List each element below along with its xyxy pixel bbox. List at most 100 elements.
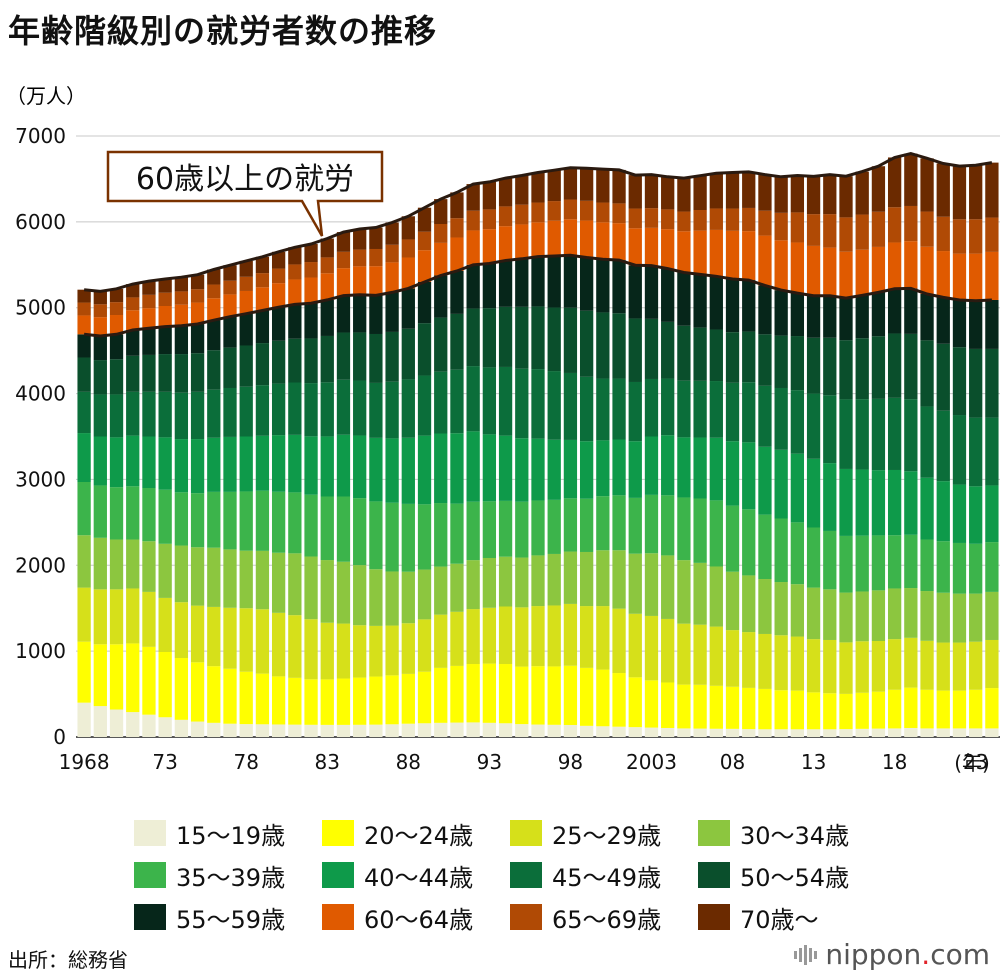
- x-tick-labels: 1968 73 78 83 88 93 98 2003 08 13 18 23: [59, 750, 989, 774]
- bar-segment: [498, 500, 513, 557]
- bar-segment: [158, 437, 172, 490]
- bar-segment: [563, 219, 578, 256]
- bar-segment: [952, 593, 967, 643]
- bar-segment: [531, 724, 545, 737]
- bar-segment: [952, 728, 967, 737]
- bar-segment: [255, 385, 270, 436]
- bar-segment: [158, 292, 172, 306]
- x-tick-label: 2003: [626, 750, 677, 774]
- bar-segment: [271, 340, 286, 384]
- y-tick-label: 0: [53, 725, 66, 749]
- bar-segment: [887, 157, 902, 208]
- legend-swatch: [322, 862, 354, 888]
- bar-segment: [806, 337, 821, 394]
- bar-segment: [190, 493, 205, 548]
- bar-segment: [920, 689, 934, 729]
- bar-segment: [320, 382, 334, 437]
- bar-segment: [774, 690, 788, 730]
- bar-segment: [790, 636, 805, 691]
- bar-segment: [126, 310, 140, 331]
- bar-segment: [887, 242, 902, 289]
- legend-swatch: [698, 820, 730, 846]
- bar-segment: [823, 589, 837, 640]
- bar-segment: [417, 231, 432, 251]
- legend-swatch: [698, 904, 730, 930]
- bar-segment: [742, 575, 756, 633]
- bar-segment: [985, 639, 999, 689]
- legend-label: 50〜54歳: [740, 863, 850, 892]
- bar-segment: [628, 228, 642, 266]
- bar-segment: [158, 597, 172, 653]
- bar-segment: [742, 207, 756, 232]
- bar-segment: [709, 173, 723, 209]
- bar-segment: [547, 553, 561, 606]
- bar-segment: [612, 378, 626, 440]
- bar-segment: [142, 646, 156, 715]
- bar-segment: [482, 501, 497, 558]
- bar-segment: [985, 251, 999, 300]
- bar-segment: [288, 279, 302, 305]
- bar-segment: [320, 496, 334, 561]
- bar-segment: [790, 242, 805, 294]
- bar-segment: [839, 340, 853, 400]
- bar-segment: [823, 247, 837, 296]
- bar-segment: [255, 273, 270, 288]
- bar-segment: [223, 607, 237, 669]
- bar-segment: [142, 328, 156, 355]
- bar-segment: [661, 495, 675, 556]
- bar-segment: [628, 175, 642, 209]
- bar-segment: [190, 662, 205, 722]
- bar-segment: [596, 378, 610, 441]
- legend-swatch: [134, 904, 166, 930]
- bar-segment: [596, 726, 610, 737]
- bar-segment: [353, 677, 367, 725]
- bar-segment: [952, 542, 967, 594]
- legend-label: 25〜29歳: [552, 821, 662, 850]
- bar-segment: [936, 690, 950, 729]
- bar-segment: [336, 379, 351, 435]
- bar-segment: [839, 251, 853, 299]
- bar-segment: [190, 439, 205, 494]
- bar-segment: [985, 688, 999, 729]
- bar-segment: [385, 724, 399, 737]
- bar-segment: [158, 326, 172, 355]
- x-tick-label: 78: [233, 750, 258, 774]
- bar-segment: [190, 605, 205, 663]
- bar-segment: [774, 212, 788, 241]
- bar-segment: [109, 334, 124, 360]
- bar-segment: [644, 265, 659, 319]
- bar-segment: [985, 417, 999, 486]
- bar-segment: [304, 262, 318, 278]
- bar-segment: [353, 332, 367, 381]
- bar-segment: [417, 671, 432, 724]
- bar-segment: [985, 542, 999, 592]
- bar-segment: [450, 369, 464, 434]
- bar-segment: [661, 618, 675, 683]
- bar-segment: [628, 677, 642, 728]
- bar-segment: [887, 469, 902, 536]
- bar-segment: [871, 246, 886, 293]
- bar-segment: [223, 723, 237, 737]
- bar-segment: [596, 496, 610, 551]
- bar-segment: [93, 589, 107, 645]
- stacked-bar-chart: （万人） 0 1000 2000 3000 4000 5000 6000 7000 1968 7…: [6, 84, 1000, 775]
- bar-segment: [109, 394, 124, 438]
- bar-segment: [320, 335, 334, 383]
- bar-segment: [774, 240, 788, 291]
- bar-segment: [320, 622, 334, 680]
- bar-segment: [353, 380, 367, 436]
- bar-segment: [515, 724, 529, 737]
- bar-segment: [223, 436, 237, 492]
- bar-segment: [677, 497, 691, 561]
- bar-segment: [952, 299, 967, 348]
- bar-segment: [936, 541, 950, 593]
- legend-item: 65〜69歳: [510, 899, 698, 935]
- bar-segment: [320, 238, 334, 258]
- bar-segment: [320, 679, 334, 725]
- bar-segment: [742, 382, 756, 443]
- bar-segment: [579, 200, 594, 221]
- bar-segment: [223, 280, 237, 295]
- bar-segment: [271, 268, 286, 284]
- bar-segment: [353, 625, 367, 678]
- bar-segment: [871, 641, 886, 692]
